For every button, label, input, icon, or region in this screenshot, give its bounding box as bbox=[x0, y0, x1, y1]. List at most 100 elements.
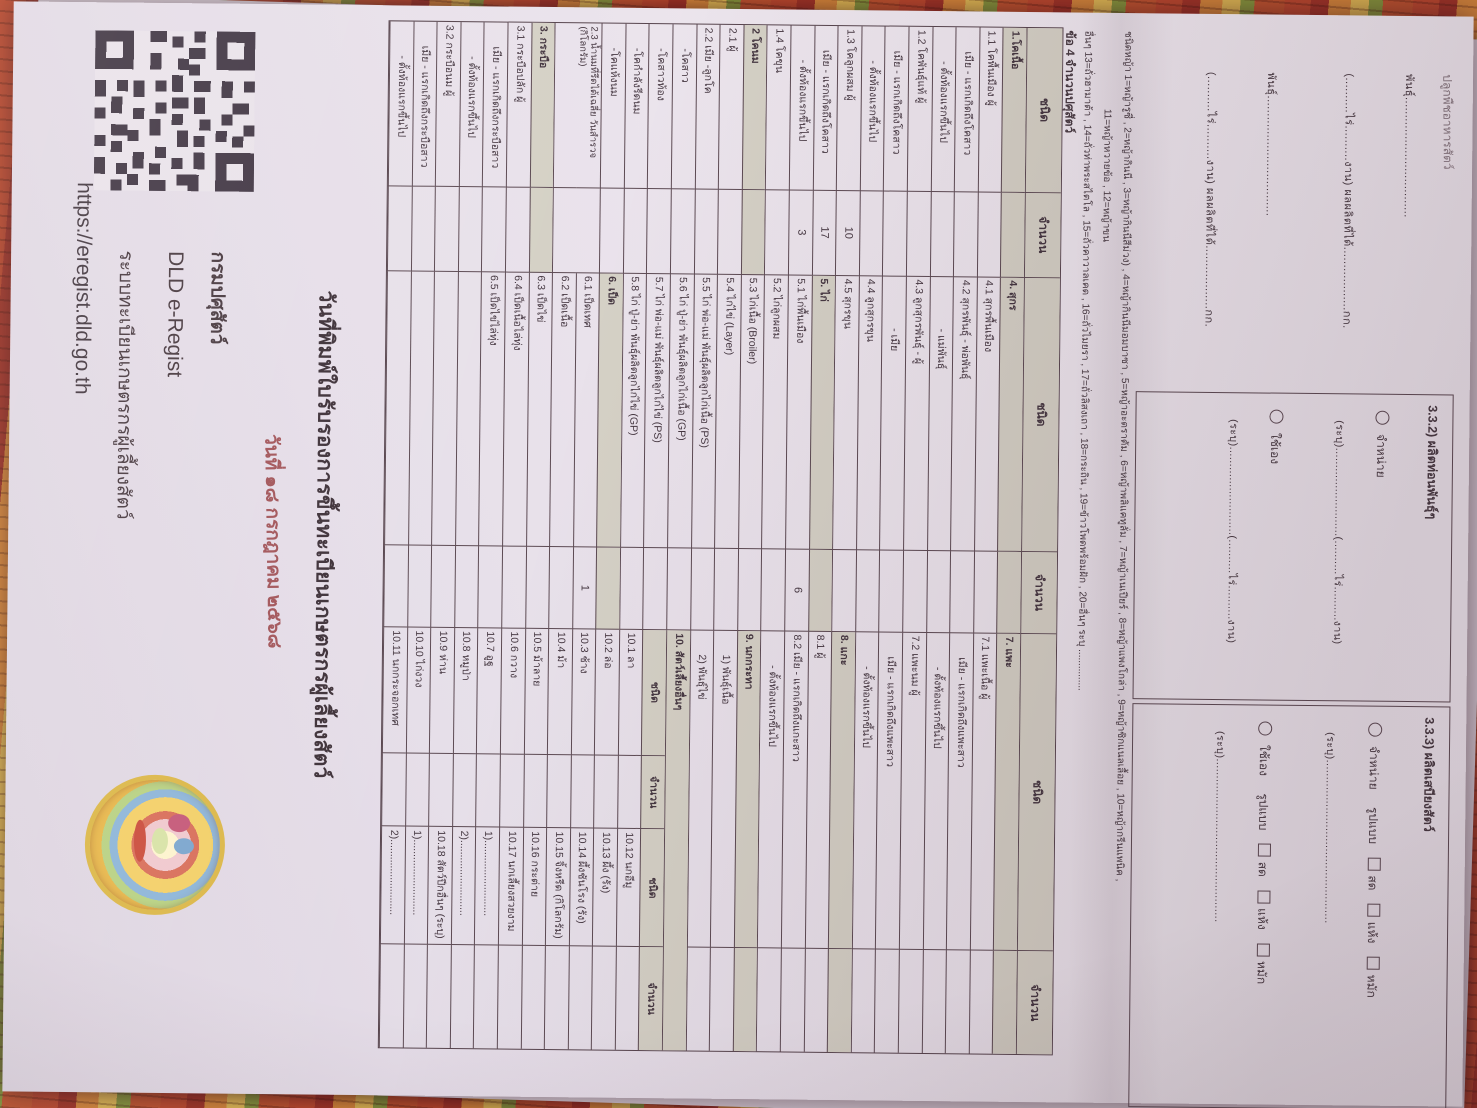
other-animal-type-cell: 10.2 ล่อ bbox=[594, 629, 620, 756]
other-animal-count-cell bbox=[381, 752, 406, 827]
animal-type-cell: - ตั้งท้องแรกขึ้นไป bbox=[922, 632, 950, 951]
animal-count-cell bbox=[693, 189, 719, 275]
livestock-count-table: ชนิด จำนวน ชนิด จำนวน ชนิด จำนวน 1.โคเนื้อ 4. ส… bbox=[377, 20, 1064, 1056]
other-animal-count-cell bbox=[473, 945, 498, 1049]
other-animals-section-cell: 10. สัตว์เลี้ยงอื่นๆ bbox=[661, 630, 690, 1051]
animal-count-cell bbox=[740, 189, 766, 275]
animal-count-cell bbox=[619, 547, 644, 630]
animal-count-cell bbox=[756, 948, 781, 1052]
animal-count-cell bbox=[481, 187, 506, 273]
animal-type-cell: เมีย - แรกเกิดถึงโคสาว bbox=[883, 26, 909, 192]
animal-type-cell: 5.2 ไก่ลูกผสม bbox=[761, 274, 788, 550]
animal-count-cell: 1 bbox=[571, 547, 597, 630]
radio-own-use-label: ใช้เอง bbox=[1256, 744, 1272, 777]
radio-sell-icon bbox=[1368, 722, 1383, 737]
animal-count-cell bbox=[689, 548, 715, 631]
animal-count-cell bbox=[457, 186, 483, 272]
other-animal-type-cell: 10.5 ม้าลาย bbox=[523, 628, 549, 755]
checkbox-dry-label: แห้ง bbox=[1364, 921, 1380, 944]
animal-type-cell: - ตั้งท้องแรกขึ้นไป bbox=[788, 25, 815, 191]
table-header-cell: ชนิด bbox=[1024, 27, 1063, 194]
animal-type-cell: - ตั้งท้องแรกขึ้นไป bbox=[859, 26, 885, 192]
animal-count-cell bbox=[945, 950, 970, 1054]
animal-type-cell: 5.4 ไก่ไข่ (Layer) bbox=[714, 274, 741, 549]
animal-count-cell: 10 bbox=[835, 190, 860, 276]
animal-count-cell bbox=[528, 187, 553, 273]
animal-count-cell bbox=[504, 187, 530, 273]
animal-type-cell: 3. กระบือ bbox=[529, 22, 555, 188]
animal-count-cell bbox=[383, 545, 408, 628]
sub-header-cell: จำนวน bbox=[638, 947, 663, 1051]
animal-type-cell: เมีย - แรกเกิดถึงโคสาว bbox=[954, 27, 980, 193]
checkbox-silage-icon bbox=[1256, 943, 1270, 957]
animal-type-cell: 5.6 ไก่ ปู่-ย่า พันธุ์ผลิตลูกไก่เนื้อ (G… bbox=[667, 273, 694, 549]
animal-count-cell bbox=[803, 948, 829, 1052]
other-animal-type-cell: 10.1 ลา bbox=[617, 629, 643, 756]
animal-count-cell bbox=[548, 546, 573, 630]
checkbox-silage-label: หมัก bbox=[1364, 974, 1379, 998]
animal-type-cell: 6.1 เป็ดเทศ bbox=[572, 272, 600, 548]
animal-count-cell bbox=[666, 548, 691, 631]
animal-count-cell bbox=[902, 550, 927, 633]
other-animal-type-cell: 10.8 หมูป่า bbox=[452, 627, 478, 754]
animal-count-cell bbox=[968, 950, 994, 1054]
animal-type-cell: เมีย - แรกเกิดถึงกระบือสาว bbox=[411, 21, 437, 187]
animal-type-cell: 4.1 สุกรพื้นเมือง bbox=[973, 277, 1001, 552]
other-animal-count-cell bbox=[496, 945, 522, 1049]
checkbox-fresh-label: สด bbox=[1255, 861, 1270, 877]
animal-count-cell bbox=[717, 189, 742, 275]
animal-type-cell: 1.4 โคขุน bbox=[765, 25, 791, 191]
animal-count-cell bbox=[831, 549, 856, 633]
animal-count-cell bbox=[595, 547, 620, 630]
other-animal-type-cell: 10.14 ผึ้งชันโรง (รัง) bbox=[568, 828, 594, 947]
table-header-cell: จำนวน bbox=[1020, 551, 1058, 635]
checkbox-dry-icon bbox=[1257, 890, 1271, 904]
sub-header-cell: จำนวน bbox=[640, 755, 665, 830]
sell-specify-line: (ระบุ)..........................(.......… bbox=[1331, 420, 1346, 645]
other-animal-count-cell bbox=[378, 944, 404, 1048]
other-animal-count-cell bbox=[402, 944, 428, 1048]
animal-type-cell: -โคสาว bbox=[670, 24, 697, 190]
animal-type-cell: -โคกำลังรีดนม bbox=[623, 23, 650, 189]
animal-type-cell: 7. แพะ bbox=[993, 633, 1021, 952]
section-3-3-2-title: 3.3.2) ผลิตท่อนพันธุ์ๆ bbox=[1424, 405, 1440, 520]
animal-count-cell bbox=[406, 545, 432, 628]
checkbox-silage-label: หมัก bbox=[1254, 960, 1269, 985]
animal-count-cell bbox=[434, 186, 459, 272]
sell-specify-line: (ระบุ)..................................… bbox=[1322, 732, 1337, 924]
animal-count-cell bbox=[827, 949, 852, 1053]
dld-department-seal bbox=[84, 774, 226, 916]
other-animal-type-cell: 10.4 ม้า bbox=[547, 628, 572, 755]
area-yield-line-1: (..........ไร่..........งาน) ผลผลิตที่ได… bbox=[1340, 73, 1356, 329]
table-header-cell: จำนวน bbox=[1023, 192, 1061, 278]
animal-count-cell bbox=[764, 189, 789, 276]
animal-count-cell bbox=[732, 948, 758, 1052]
other-animal-count-cell bbox=[425, 944, 451, 1048]
animal-type-cell: 8.1 ผู้ bbox=[804, 631, 832, 950]
checkbox-fresh-icon bbox=[1367, 857, 1381, 871]
qr-code bbox=[93, 30, 256, 192]
animal-type-cell: เมีย - แรกเกิดถึงกระบือสาว bbox=[482, 22, 508, 188]
animal-type-cell: 1.1 โคพื้นเมือง ผู้ bbox=[977, 27, 1003, 193]
other-animal-count-cell bbox=[569, 754, 595, 829]
other-animal-type-cell: 10.17 นกเลี้ยงสวยงาม (ระบุ) bbox=[497, 827, 523, 946]
other-animal-type-cell: 10.10 ไก่งวง bbox=[405, 627, 431, 754]
other-animal-type-cell: 10.16 กระต่าย bbox=[521, 828, 547, 947]
animal-type-cell: 9. นกกระทา bbox=[733, 630, 761, 949]
animal-count-cell bbox=[878, 550, 904, 633]
other-animal-count-cell bbox=[617, 755, 642, 830]
animal-count-cell bbox=[713, 548, 738, 631]
form-label: รูปแบบ bbox=[1365, 806, 1381, 845]
section-3-3-3-box: 3.3.3) ผลิตเสบียงสัตว์ จำหน่าย รูปแบบ สด… bbox=[1128, 703, 1451, 1108]
animal-type-cell: 1.3 โคลูกผสม ผู้ bbox=[836, 26, 862, 191]
animal-type-cell bbox=[384, 270, 411, 546]
animal-type-cell: - ตั้งท้องแรกขึ้นไป bbox=[458, 22, 484, 188]
animal-type-cell: เมีย - แรกเกิดถึงแพะสาว bbox=[875, 632, 903, 950]
animal-type-cell: เมีย - แรกเกิดถึงโคสาว bbox=[812, 25, 838, 191]
cutoff-line-forage: ปลูกพืชอาหารสัตว์ bbox=[1440, 74, 1455, 170]
animal-count-cell bbox=[850, 949, 876, 1053]
other-animal-count-cell bbox=[593, 755, 618, 830]
other-animal-count-cell bbox=[520, 945, 546, 1049]
system-short-name: DLD e-Regist bbox=[162, 250, 188, 378]
animal-type-cell: - เมีย bbox=[879, 276, 906, 551]
